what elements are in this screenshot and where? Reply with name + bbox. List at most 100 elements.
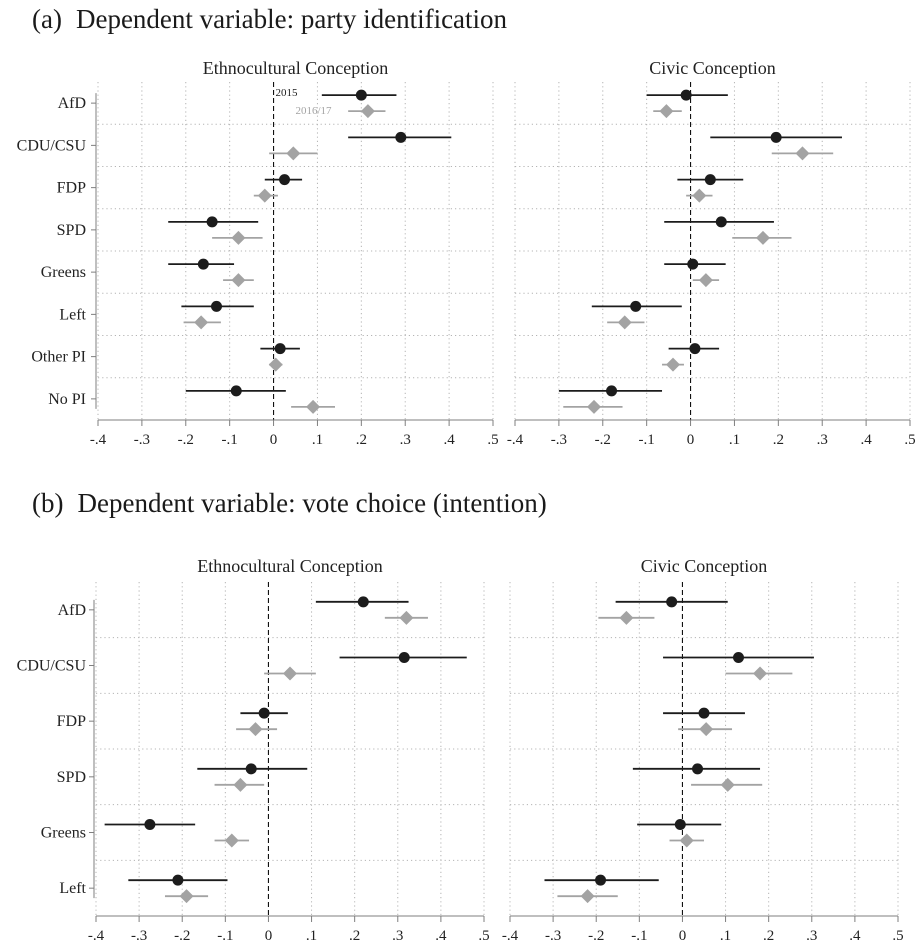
point-estimate-2015 xyxy=(211,300,222,312)
category-label: CDU/CSU xyxy=(17,137,87,154)
point-estimate-2016-17 xyxy=(666,357,680,372)
point-estimate-2016-17 xyxy=(231,230,246,245)
x-tick-label: -.2 xyxy=(174,928,190,944)
point-estimate-2015 xyxy=(398,652,410,663)
x-tick-label: .4 xyxy=(443,432,455,448)
x-tick-label: .1 xyxy=(312,432,323,448)
panel-b-title: (b) Dependent variable: vote choice (inte… xyxy=(32,488,547,519)
panel-a-title: (a) Dependent variable: party identificat… xyxy=(32,4,507,35)
chart-panel-b-civic: Civic Conception -.4 -.3 -.2 -.1 0 .1 .2 .3 .4 .5 xyxy=(502,556,904,944)
point-estimate-2015 xyxy=(666,596,678,608)
chart-panel-a-ethnocultural: Ethnocultural Conception -.4 -.3 -.2 -.1 0 .1.… xyxy=(17,58,499,448)
point-estimate-2016-17 xyxy=(306,399,321,414)
x-tick-label: -.4 xyxy=(507,432,524,448)
point-estimate-2015 xyxy=(606,385,618,397)
chart-title: Ethnocultural Conception xyxy=(197,556,382,576)
x-tick-label: .3 xyxy=(400,432,411,448)
x-tick-label: .4 xyxy=(849,928,861,944)
point-estimate-2016-17 xyxy=(659,104,674,119)
x-tick-label: 0 xyxy=(265,928,273,944)
category-label: Greens xyxy=(41,264,86,281)
category-label: Greens xyxy=(41,825,86,842)
point-estimate-2015 xyxy=(172,874,184,886)
point-estimate-2016-17 xyxy=(619,610,634,625)
point-estimate-2015 xyxy=(689,343,701,355)
x-tick-label: -.1 xyxy=(631,928,647,944)
x-tick-label: .1 xyxy=(729,432,740,448)
point-estimate-2015 xyxy=(355,89,367,101)
x-tick-label: 0 xyxy=(687,432,695,448)
point-estimate-2016-17 xyxy=(268,357,283,372)
x-tick-label: .5 xyxy=(892,928,903,944)
panel-b-heading: Dependent variable: vote choice (intenti… xyxy=(77,488,547,518)
legend-label-2015: 2015 xyxy=(276,87,299,99)
category-label: AfD xyxy=(58,95,86,112)
x-tick-label: .3 xyxy=(806,928,817,944)
point-estimate-2015 xyxy=(630,300,642,312)
category-label: FDP xyxy=(57,180,86,197)
x-tick-label: .2 xyxy=(356,432,367,448)
category-label: AfD xyxy=(58,602,86,619)
point-estimate-2016-17 xyxy=(617,315,632,330)
point-estimate-2016-17 xyxy=(233,777,248,792)
x-tick-label: -.2 xyxy=(588,928,604,944)
x-tick-label: -.3 xyxy=(551,432,567,448)
point-estimate-2015 xyxy=(230,385,242,397)
panel-b-tag: (b) xyxy=(32,488,64,518)
category-label: Left xyxy=(59,880,86,897)
point-estimate-2015 xyxy=(279,174,291,186)
category-label: Other PI xyxy=(31,349,86,366)
point-estimate-2015 xyxy=(258,707,270,719)
point-estimate-2016-17 xyxy=(224,833,239,848)
x-tick-label: -.4 xyxy=(88,928,105,944)
x-tick-label: -.2 xyxy=(595,432,611,448)
x-tick-label: -.4 xyxy=(502,928,519,944)
x-tick-label: .4 xyxy=(435,928,447,944)
point-estimate-2016-17 xyxy=(248,722,263,737)
point-estimate-2016-17 xyxy=(720,777,735,792)
point-estimate-2015 xyxy=(692,763,704,775)
chart-panel-b-ethnocultural: Ethnocultural Conception -.4 -.3 -.2 -.1 0 .1.… xyxy=(17,556,490,944)
chart-title: Ethnocultural Conception xyxy=(203,58,388,78)
category-label: CDU/CSU xyxy=(17,658,87,675)
point-estimate-2016-17 xyxy=(257,188,272,203)
point-estimate-2015 xyxy=(704,174,716,186)
point-estimate-2016-17 xyxy=(753,666,768,681)
x-tick-label: -.4 xyxy=(90,432,107,448)
x-tick-label: .3 xyxy=(817,432,828,448)
x-tick-label: -.1 xyxy=(217,928,233,944)
point-estimate-2016-17 xyxy=(194,315,209,330)
chart-title: Civic Conception xyxy=(641,556,767,576)
x-tick-label: 0 xyxy=(679,928,687,944)
x-tick-label: -.3 xyxy=(134,432,150,448)
point-estimate-2015 xyxy=(357,596,369,608)
legend-label-2016-17: 2016/17 xyxy=(296,105,333,117)
point-estimate-2015 xyxy=(698,707,710,719)
x-tick-label: -.1 xyxy=(639,432,655,448)
panel-a-heading: Dependent variable: party identification xyxy=(75,4,508,34)
point-estimate-2016-17 xyxy=(699,722,714,737)
x-tick-label: 0 xyxy=(270,432,278,448)
point-estimate-2015 xyxy=(715,216,727,228)
point-estimate-2015 xyxy=(245,763,257,775)
category-label: Left xyxy=(59,306,86,323)
x-tick-label: .5 xyxy=(904,432,915,448)
category-label: SPD xyxy=(57,769,86,786)
point-estimate-2016-17 xyxy=(755,230,770,245)
point-estimate-2016-17 xyxy=(795,146,810,161)
x-tick-label: .2 xyxy=(763,928,774,944)
x-tick-label: -.2 xyxy=(178,432,194,448)
chart-title: Civic Conception xyxy=(649,58,775,78)
x-tick-label: -.3 xyxy=(131,928,147,944)
point-estimate-2015 xyxy=(144,819,156,830)
point-estimate-2016-17 xyxy=(360,104,375,119)
panel-a-tag: (a) xyxy=(32,4,62,34)
point-estimate-2016-17 xyxy=(580,889,595,904)
point-estimate-2015 xyxy=(732,652,744,663)
chart-panel-a-civic: Civic Conception -.4 -.3 -.2 -.1 0 .1 .2 .3 .4 .5 xyxy=(507,58,916,448)
point-estimate-2015 xyxy=(197,258,209,270)
point-estimate-2015 xyxy=(206,216,218,228)
point-estimate-2015 xyxy=(395,131,407,143)
x-tick-label: .2 xyxy=(349,928,360,944)
x-tick-label: .5 xyxy=(487,432,498,448)
